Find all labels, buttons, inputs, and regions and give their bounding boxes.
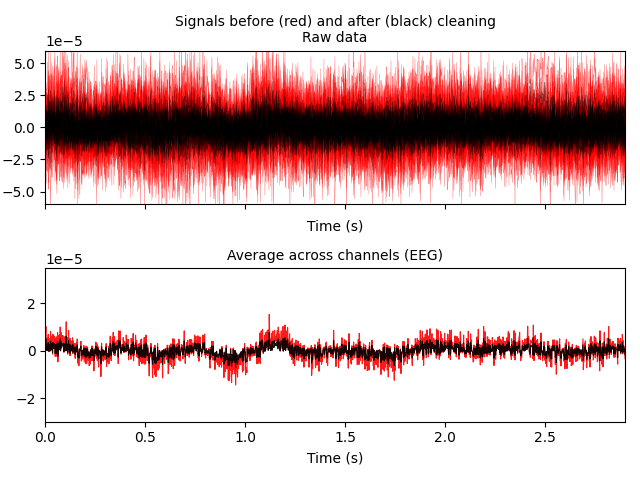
X-axis label: Time (s): Time (s) (307, 451, 364, 465)
Title: Average across channels (EEG): Average across channels (EEG) (227, 249, 443, 263)
Title: Signals before (red) and after (black) cleaning
Raw data: Signals before (red) and after (black) c… (175, 15, 495, 45)
X-axis label: Time (s): Time (s) (307, 219, 364, 234)
